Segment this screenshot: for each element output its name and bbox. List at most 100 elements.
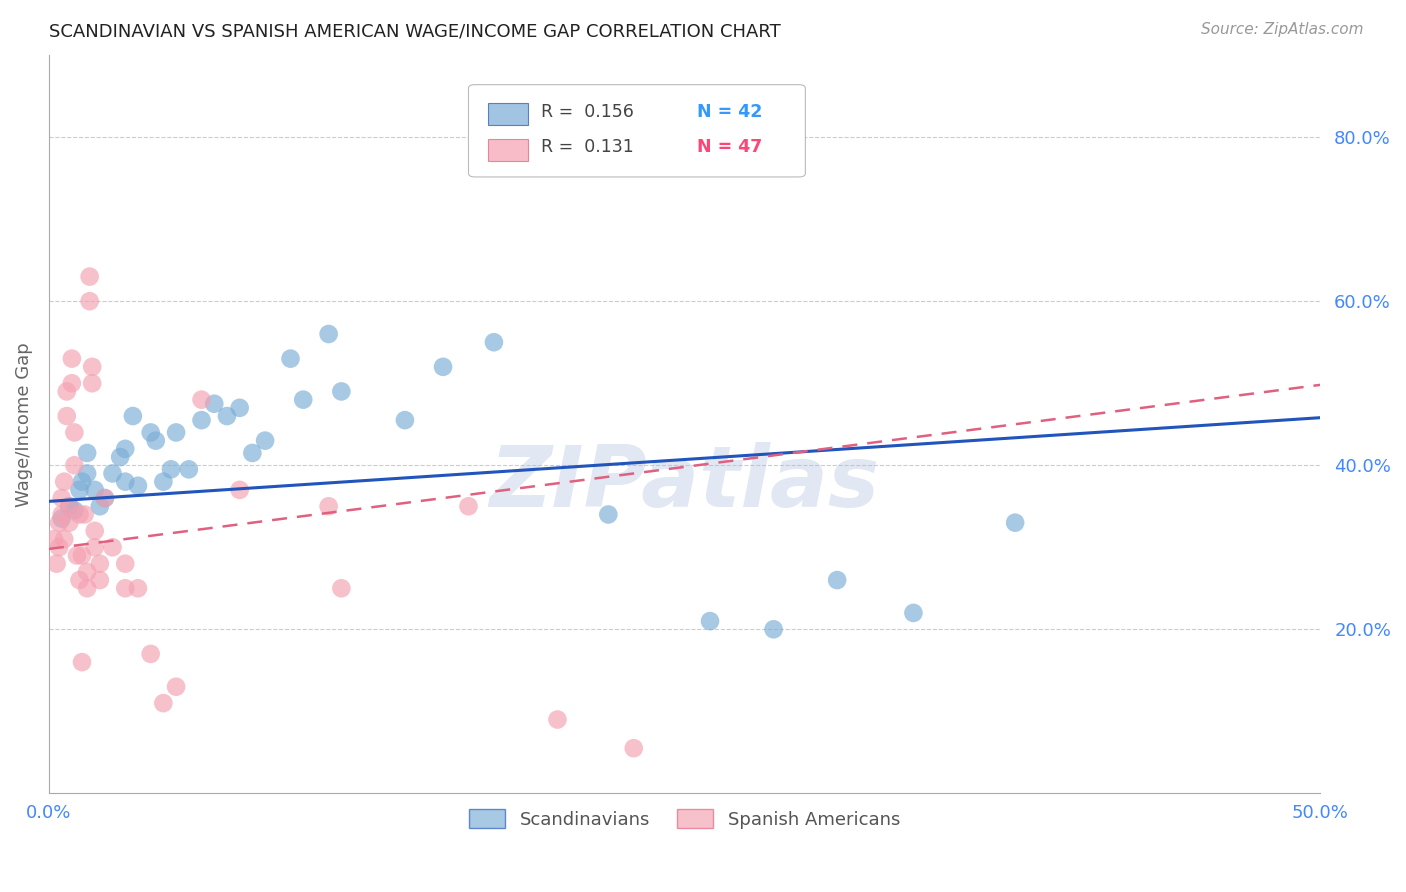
Point xyxy=(165,425,187,440)
Point xyxy=(292,392,315,407)
Point xyxy=(63,425,86,440)
Point xyxy=(53,475,76,489)
Point xyxy=(318,326,340,341)
Point xyxy=(76,565,98,579)
Point xyxy=(42,532,65,546)
Point xyxy=(63,458,86,473)
Point xyxy=(83,541,105,555)
Point xyxy=(70,475,93,489)
Point xyxy=(160,462,183,476)
Point xyxy=(94,491,117,505)
Point xyxy=(89,573,111,587)
Point xyxy=(114,582,136,596)
Point xyxy=(114,475,136,489)
Y-axis label: Wage/Income Gap: Wage/Income Gap xyxy=(15,342,32,507)
Point xyxy=(82,376,104,391)
Point xyxy=(60,376,83,391)
Point xyxy=(598,508,620,522)
Point xyxy=(152,475,174,489)
Point xyxy=(101,541,124,555)
Point xyxy=(76,582,98,596)
Point xyxy=(825,573,848,587)
Point xyxy=(70,655,93,669)
Point xyxy=(58,500,80,514)
Point xyxy=(177,462,200,476)
Point xyxy=(432,359,454,374)
Point xyxy=(89,557,111,571)
Point xyxy=(699,614,721,628)
Point xyxy=(45,557,67,571)
Point xyxy=(108,450,131,464)
Point xyxy=(202,397,225,411)
Point xyxy=(145,434,167,448)
Point xyxy=(55,409,77,423)
Point xyxy=(190,392,212,407)
Point xyxy=(70,549,93,563)
Point xyxy=(69,573,91,587)
Point xyxy=(101,467,124,481)
Point xyxy=(122,409,145,423)
Point xyxy=(228,401,250,415)
Point xyxy=(139,647,162,661)
Point xyxy=(623,741,645,756)
Point xyxy=(127,582,149,596)
Point xyxy=(79,269,101,284)
Text: ZIPatlas: ZIPatlas xyxy=(489,442,880,524)
FancyBboxPatch shape xyxy=(488,138,529,161)
Point xyxy=(79,294,101,309)
Point xyxy=(60,351,83,366)
Text: N = 47: N = 47 xyxy=(697,138,762,156)
Point xyxy=(762,622,785,636)
Point xyxy=(55,384,77,399)
Text: SCANDINAVIAN VS SPANISH AMERICAN WAGE/INCOME GAP CORRELATION CHART: SCANDINAVIAN VS SPANISH AMERICAN WAGE/IN… xyxy=(49,22,780,40)
Point xyxy=(51,491,73,505)
Point xyxy=(254,434,277,448)
Text: R =  0.156: R = 0.156 xyxy=(541,103,634,121)
Point xyxy=(76,467,98,481)
Point xyxy=(73,508,96,522)
Point xyxy=(482,335,505,350)
Point xyxy=(190,413,212,427)
Text: R =  0.131: R = 0.131 xyxy=(541,138,634,156)
Point xyxy=(53,532,76,546)
Point xyxy=(546,713,568,727)
Point xyxy=(66,549,89,563)
Point xyxy=(330,582,353,596)
Point xyxy=(152,696,174,710)
Text: Source: ZipAtlas.com: Source: ZipAtlas.com xyxy=(1201,22,1364,37)
Point xyxy=(215,409,238,423)
Point xyxy=(48,516,70,530)
Point xyxy=(165,680,187,694)
Point xyxy=(76,446,98,460)
Point xyxy=(83,524,105,538)
Point xyxy=(330,384,353,399)
Point xyxy=(240,446,263,460)
FancyBboxPatch shape xyxy=(468,85,806,177)
Point xyxy=(94,491,117,505)
Point xyxy=(69,508,91,522)
FancyBboxPatch shape xyxy=(488,103,529,125)
Point xyxy=(69,483,91,497)
Point xyxy=(139,425,162,440)
Point xyxy=(83,483,105,497)
Point xyxy=(318,500,340,514)
Point xyxy=(58,500,80,514)
Text: N = 42: N = 42 xyxy=(697,103,762,121)
Point xyxy=(114,442,136,456)
Point xyxy=(228,483,250,497)
Point xyxy=(51,511,73,525)
Point xyxy=(82,359,104,374)
Point xyxy=(394,413,416,427)
Legend: Scandinavians, Spanish Americans: Scandinavians, Spanish Americans xyxy=(463,802,907,836)
Point xyxy=(280,351,302,366)
Point xyxy=(1004,516,1026,530)
Point xyxy=(51,508,73,522)
Point xyxy=(114,557,136,571)
Point xyxy=(63,503,86,517)
Point xyxy=(903,606,925,620)
Point xyxy=(58,516,80,530)
Point xyxy=(48,541,70,555)
Point xyxy=(89,500,111,514)
Point xyxy=(457,500,479,514)
Point xyxy=(127,479,149,493)
